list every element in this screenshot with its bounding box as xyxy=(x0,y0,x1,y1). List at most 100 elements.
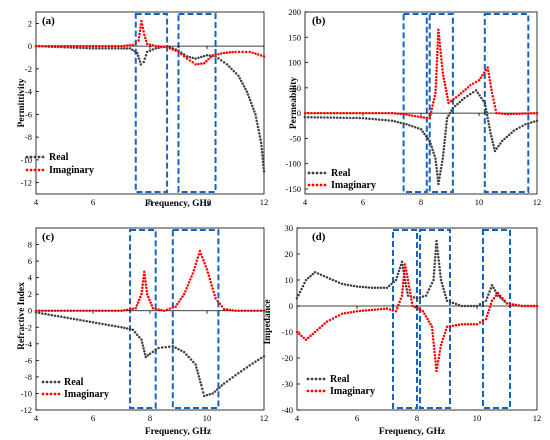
data-point xyxy=(47,44,50,48)
data-point xyxy=(401,284,405,288)
data-point xyxy=(441,68,444,71)
data-point xyxy=(445,120,449,123)
data-point xyxy=(512,112,516,116)
data-point xyxy=(69,44,73,48)
legend-dot xyxy=(57,392,61,396)
data-point xyxy=(154,44,157,48)
data-point xyxy=(413,126,417,129)
data-point xyxy=(320,324,324,328)
data-point xyxy=(135,304,139,307)
legend-dot xyxy=(311,171,315,175)
data-point xyxy=(225,380,229,383)
data-point xyxy=(448,300,452,304)
data-point xyxy=(490,135,493,138)
data-point xyxy=(91,321,95,324)
highlight-box xyxy=(171,229,220,409)
data-point xyxy=(400,260,404,264)
data-point xyxy=(261,154,264,157)
data-point xyxy=(295,296,299,300)
data-point xyxy=(498,112,501,115)
data-point xyxy=(259,356,263,360)
data-point xyxy=(346,311,350,315)
data-point xyxy=(214,53,217,56)
y-tick-label: -6 xyxy=(25,109,32,119)
data-point xyxy=(107,44,111,48)
panel-c-legend-marker-imaginary xyxy=(41,392,61,396)
data-point xyxy=(471,82,475,85)
data-point xyxy=(140,338,143,341)
data-point xyxy=(503,299,506,303)
data-point xyxy=(254,52,257,55)
data-point xyxy=(460,98,464,102)
panel-d-plot: 4 6 8 10 12 -40 -30 -20 -10 0 10 20 30 xyxy=(282,223,542,423)
data-point xyxy=(489,132,492,135)
panel-b-legend-imaginary: Imaginary xyxy=(331,180,376,191)
x-tick-label: 10 xyxy=(203,197,212,207)
data-point xyxy=(376,308,380,311)
data-point xyxy=(439,51,442,55)
data-point xyxy=(41,309,44,312)
data-point xyxy=(411,125,414,128)
data-point xyxy=(91,47,95,50)
data-point xyxy=(250,309,253,312)
x-tick-label: 8 xyxy=(148,197,152,207)
data-point xyxy=(437,179,441,182)
data-point xyxy=(339,116,342,120)
data-point xyxy=(418,296,422,299)
data-point xyxy=(484,107,488,111)
data-point xyxy=(50,44,54,48)
panel-b-legend: Real Imaginary xyxy=(307,168,376,191)
data-point xyxy=(400,294,404,297)
data-point xyxy=(248,50,251,54)
data-point xyxy=(262,354,266,358)
legend-dot xyxy=(37,168,41,172)
data-point xyxy=(500,112,504,115)
data-point xyxy=(69,309,73,312)
data-point xyxy=(429,110,433,114)
data-point xyxy=(451,106,455,110)
data-point xyxy=(358,285,362,289)
data-point xyxy=(241,82,244,85)
data-point xyxy=(487,293,490,296)
data-point xyxy=(426,317,429,321)
data-point xyxy=(195,366,198,369)
data-point xyxy=(477,79,481,82)
data-point xyxy=(310,111,313,115)
data-point xyxy=(436,252,440,256)
data-point xyxy=(435,170,439,173)
x-tick-label: 6 xyxy=(91,413,95,423)
data-point xyxy=(432,275,435,278)
data-point xyxy=(208,277,212,281)
y-tick-label: 30 xyxy=(285,223,294,233)
data-point xyxy=(475,322,479,326)
data-point xyxy=(492,286,495,290)
data-point xyxy=(464,88,467,91)
data-point xyxy=(503,112,507,116)
data-point xyxy=(257,358,260,362)
data-point xyxy=(406,275,409,279)
data-point xyxy=(402,122,405,125)
data-point xyxy=(434,88,437,91)
data-point xyxy=(527,122,530,125)
data-point xyxy=(148,43,152,46)
data-point xyxy=(144,36,147,40)
data-point xyxy=(397,269,401,273)
data-point xyxy=(492,296,496,300)
data-point xyxy=(256,125,260,129)
data-point xyxy=(517,304,521,307)
highlight-box xyxy=(134,13,169,193)
legend-dot xyxy=(306,377,310,381)
data-point xyxy=(490,283,494,287)
data-point xyxy=(211,392,214,395)
data-point xyxy=(442,334,446,338)
data-point xyxy=(334,280,338,283)
data-point xyxy=(196,256,200,259)
data-point xyxy=(445,92,449,96)
data-point xyxy=(157,346,160,350)
data-point xyxy=(230,67,233,71)
data-point xyxy=(432,341,435,344)
data-point xyxy=(484,317,488,321)
data-point xyxy=(454,323,458,327)
data-point xyxy=(505,135,509,139)
